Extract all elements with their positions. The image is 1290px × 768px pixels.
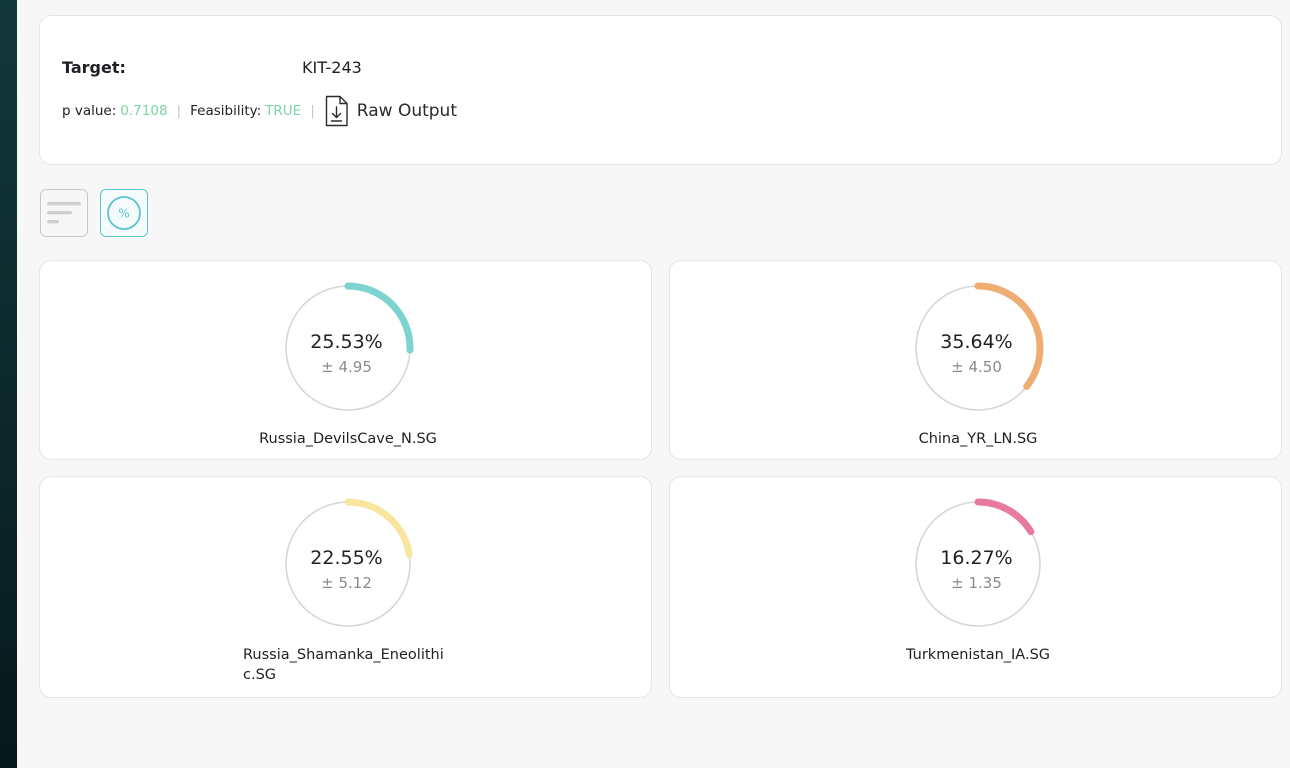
ancestry-component-card: 25.53% ± 4.95 Russia_DevilsCave_N.SG <box>39 260 652 460</box>
source-population-name: Russia_DevilsCave_N.SG <box>259 431 437 447</box>
percent-view-button[interactable]: % <box>100 189 148 237</box>
proportion-error: ± 5.12 <box>321 574 372 592</box>
percent-circle-icon: % <box>107 196 141 230</box>
proportion-percent: 35.64% <box>940 331 1013 353</box>
source-population-name: China_YR_LN.SG <box>918 431 1038 447</box>
sort-bars-icon <box>47 202 81 224</box>
proportion-arc <box>974 498 1035 536</box>
donut-chart <box>285 282 414 411</box>
sort-view-button[interactable] <box>40 189 88 237</box>
ancestry-component-card: 16.27% ± 1.35 Turkmenistan_IA.SG <box>669 476 1282 698</box>
target-value: KIT-243 <box>302 58 362 77</box>
target-summary-card: Target: KIT-243 p value: 0.7108 | Feasib… <box>39 15 1282 165</box>
divider: | <box>310 103 315 119</box>
proportion-percent: 25.53% <box>310 331 383 353</box>
proportion-error: ± 1.35 <box>951 574 1002 592</box>
ancestry-component-card: 22.55% ± 5.12 Russia_Shamanka_Eneolithic… <box>39 476 652 698</box>
ancestry-component-card: 35.64% ± 4.50 China_YR_LN.SG <box>669 260 1282 460</box>
proportion-error: ± 4.50 <box>951 358 1002 376</box>
p-value: 0.7108 <box>120 103 168 119</box>
proportion-error: ± 4.95 <box>321 358 372 376</box>
donut-chart <box>915 498 1041 627</box>
proportion-arc <box>344 282 414 354</box>
target-label: Target: <box>62 58 126 77</box>
percent-symbol: % <box>118 207 129 221</box>
source-population-name: Turkmenistan_IA.SG <box>905 647 1051 663</box>
proportion-percent: 16.27% <box>940 547 1013 569</box>
proportion-percent: 22.55% <box>310 547 383 569</box>
source-population-name: Russia_Shamanka_Eneolithic.SG <box>243 647 444 683</box>
app-sidebar-edge <box>0 0 17 768</box>
divider: | <box>176 103 182 119</box>
p-value-label: p value: <box>62 103 117 119</box>
feasibility-value: TRUE <box>265 103 302 119</box>
feasibility-label: Feasibility: <box>190 103 262 119</box>
main-content: Target: KIT-243 p value: 0.7108 | Feasib… <box>17 0 1290 768</box>
raw-output-button[interactable]: Raw Output <box>324 95 457 127</box>
file-download-icon <box>325 95 348 127</box>
fit-metrics-row: p value: 0.7108 | Feasibility: TRUE | Ra… <box>62 95 457 127</box>
donut-chart <box>285 498 413 627</box>
proportion-arc <box>974 282 1044 390</box>
donut-chart <box>915 282 1044 411</box>
raw-output-label: Raw Output <box>356 101 457 121</box>
proportion-arc <box>344 498 413 558</box>
